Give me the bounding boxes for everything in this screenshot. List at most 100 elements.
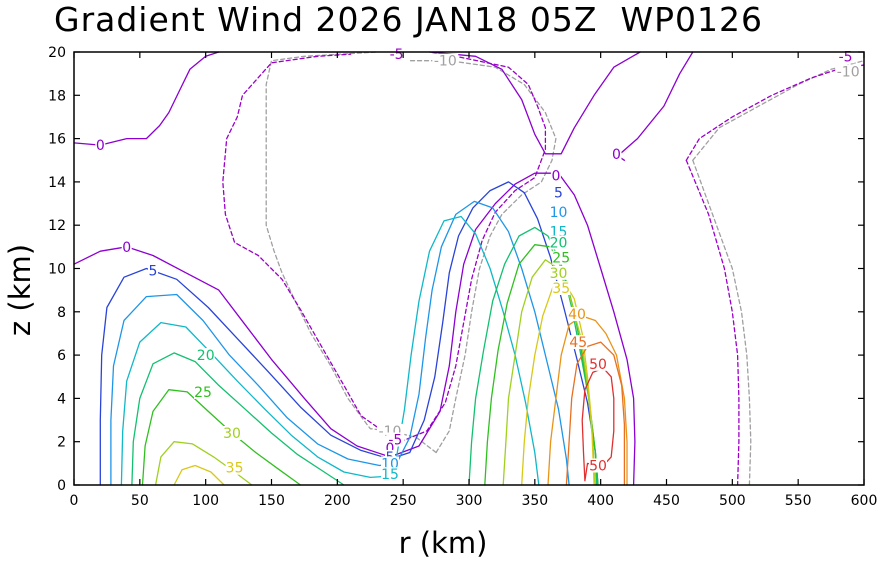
contour-0-line — [73, 51, 220, 146]
contour-label-bg — [432, 53, 459, 68]
x-axis-label: r (km) — [399, 526, 488, 560]
contour-label-bg — [121, 239, 132, 254]
x-tick-label: 100 — [192, 493, 219, 509]
contour-neg5-line — [685, 64, 865, 161]
x-tick-label: 250 — [390, 493, 417, 509]
x-tick-label: 50 — [131, 493, 149, 509]
contour-label-bg — [381, 456, 399, 471]
contour-label: -5 — [839, 49, 853, 65]
contour-neg10-line — [692, 60, 865, 161]
contour-label-bg — [589, 356, 607, 371]
contour-20-line — [131, 352, 345, 486]
contour-0-line — [428, 51, 641, 155]
contour-25-line — [484, 244, 599, 486]
contour-label: 35 — [552, 281, 570, 297]
plot-frame — [73, 51, 865, 486]
contour-40-line — [547, 315, 628, 486]
contour-label-bg — [550, 168, 561, 183]
y-tick-label: 14 — [48, 175, 66, 191]
contour-label-bg — [385, 441, 395, 456]
contour-label-bg — [549, 265, 568, 280]
contour-0-line — [617, 51, 694, 161]
contour-label-bg — [553, 185, 564, 200]
contour-label: 0 — [612, 147, 621, 163]
y-axis-label: z (km) — [3, 244, 37, 336]
contour-label: 20 — [197, 348, 215, 364]
x-tick-label: 350 — [521, 493, 548, 509]
contour-label-bg — [225, 460, 244, 475]
x-tick-label: 550 — [785, 493, 812, 509]
contour-label: 0 — [551, 168, 560, 184]
contour-label-bg — [95, 138, 106, 153]
y-tick-label: 16 — [48, 132, 66, 148]
contour-neg5-line — [685, 159, 740, 486]
x-tick-label: 500 — [719, 493, 746, 509]
contour-label: 0 — [122, 240, 131, 256]
contour-label-bg — [568, 307, 586, 321]
contour-label-bg — [552, 250, 571, 265]
x-tick-label: 600 — [851, 493, 878, 509]
contour-label: 25 — [194, 385, 212, 401]
contour-label: 45 — [569, 335, 587, 351]
y-tick-label: 18 — [48, 88, 66, 104]
contour-10-line — [110, 200, 570, 486]
contour-label: 0 — [96, 138, 105, 154]
x-tick-label: 400 — [587, 493, 614, 509]
contour-label: 25 — [552, 251, 570, 267]
contour-20-line — [468, 226, 598, 486]
contour-label-bg — [569, 335, 588, 350]
contour-5-line — [99, 181, 599, 486]
contour-lines — [73, 51, 865, 486]
chart-title: Gradient Wind 2026 JAN18 05Z WP0126 — [54, 0, 763, 39]
y-tick-label: 4 — [57, 391, 66, 407]
contour-label-bg — [194, 384, 212, 399]
contour-0-line — [73, 172, 636, 486]
contour-neg5-line — [222, 53, 402, 443]
contour-35-line — [173, 464, 225, 486]
contour-label: 50 — [589, 459, 607, 475]
contour-label-bg — [196, 348, 215, 363]
contour-label-bg — [148, 263, 158, 278]
y-axis-ticks: 0 2 4 6 8 10 12 14 16 18 20 — [48, 45, 864, 494]
x-tick-label: 0 — [70, 493, 79, 509]
contour-label: 0 — [386, 441, 395, 457]
x-axis-ticks: 0 50 100 150 200 250 300 350 400 450 500 550 600 — [70, 52, 878, 509]
contour-labels: -5 -10 -5-10000055101520202525303035354045… — [95, 47, 862, 483]
contour-label-bg — [552, 281, 571, 295]
contour-label-bg — [611, 146, 622, 161]
contour-label: 35 — [226, 461, 244, 477]
contour-15-line — [120, 215, 540, 486]
x-tick-label: 150 — [258, 493, 285, 509]
contour-neg10-line — [265, 51, 437, 454]
contour-label: 10 — [550, 205, 568, 221]
x-tick-label: 450 — [653, 493, 680, 509]
contour-label: -5 — [390, 47, 404, 63]
y-tick-label: 0 — [57, 478, 66, 494]
contour-neg10-line — [692, 159, 752, 486]
contour-label-bg — [835, 64, 862, 79]
y-tick-label: 6 — [57, 348, 66, 364]
contour-label-bg — [223, 426, 241, 440]
y-tick-label: 12 — [48, 218, 66, 234]
contour-45-line — [565, 341, 626, 486]
contour-label: 5 — [554, 186, 563, 202]
contour-label: 30 — [550, 266, 568, 282]
y-tick-label: 20 — [48, 45, 66, 61]
contour-neg5-line — [399, 51, 547, 443]
contour-label: 30 — [223, 426, 241, 442]
x-tick-label: 300 — [456, 493, 483, 509]
contour-label: -10 — [837, 65, 860, 81]
contour-label-bg — [387, 47, 406, 62]
contour-label-bg — [549, 205, 568, 220]
contour-label: 20 — [550, 236, 568, 252]
y-tick-label: 2 — [57, 435, 66, 451]
contour-label-bg — [549, 235, 568, 250]
contour-label-bg — [589, 458, 607, 473]
contour-neg10-line — [409, 60, 557, 454]
contour-label: 15 — [381, 467, 399, 483]
contour-label-bg — [836, 49, 855, 64]
contour-label: 5 — [149, 264, 158, 280]
y-tick-label: 10 — [48, 262, 66, 278]
contour-label: 50 — [589, 357, 607, 373]
